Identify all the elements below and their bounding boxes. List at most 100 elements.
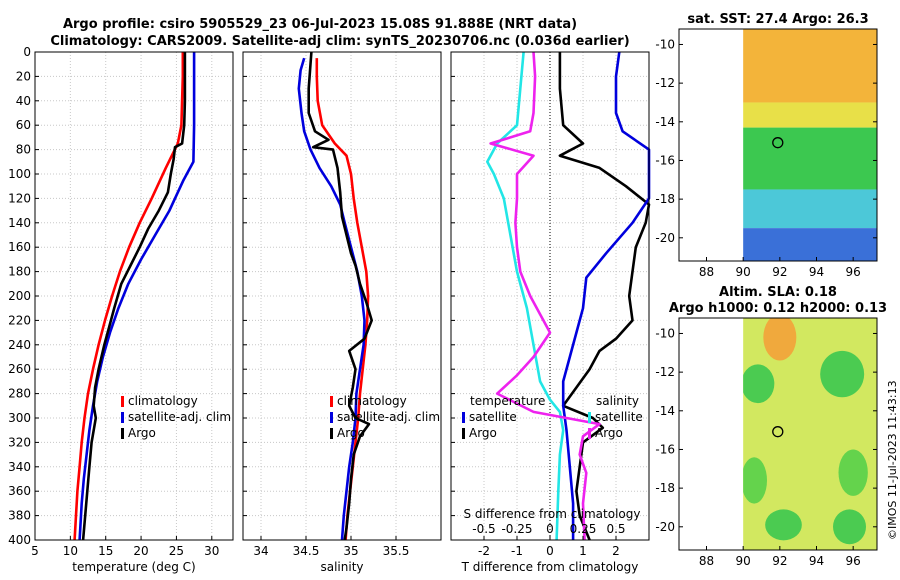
sla-field-blob — [763, 318, 797, 361]
temp-ytick-label: 260 — [8, 362, 31, 376]
sla-xtick-label: 94 — [809, 554, 824, 568]
sla-field-blob — [838, 449, 868, 496]
sal-xtick-label: 34.5 — [293, 544, 320, 558]
diff-legend-label: Argo — [469, 426, 497, 440]
sla-field — [743, 318, 877, 550]
sla-field-blob — [833, 509, 866, 545]
diff-xtick-label: -1 — [511, 544, 523, 558]
diff-legend-swatch — [588, 428, 591, 439]
sst-ytick-label: -20 — [655, 231, 675, 245]
sla-field-blob — [743, 457, 767, 504]
sal-xtick-label: 34 — [253, 544, 268, 558]
temp-legend-label: climatology — [128, 394, 198, 408]
temp-legend-label: satellite-adj. clim — [128, 410, 231, 424]
sla-ytick-label: -12 — [655, 365, 675, 379]
temp-xtick-label: 15 — [98, 544, 113, 558]
sla-field-blob — [743, 364, 775, 404]
sal-legend-swatch — [330, 428, 333, 439]
temp-ytick-label: 140 — [8, 216, 31, 230]
temp-ytick-label: 360 — [8, 484, 31, 498]
temp-legend-swatch — [121, 428, 124, 439]
sla-map-title: Altim. SLA: 0.18 — [719, 285, 837, 300]
diff-line-s-argo — [489, 51, 601, 541]
diff-xtick-label: 2 — [612, 544, 620, 558]
sla-ytick-label: -20 — [655, 520, 675, 534]
sal-legend-swatch — [330, 412, 333, 423]
sst-color-band — [743, 29, 877, 103]
diff-s-tick-label: 0 — [546, 522, 554, 536]
charts-group: 5 10 15 20 25 3002040608010012014016018020022… — [8, 12, 887, 574]
sla-map-subtitle: Argo h1000: 0.12 h2000: 0.13 — [669, 301, 887, 316]
temp-ytick-label: 340 — [8, 460, 31, 474]
temp-ytick-label: 60 — [16, 118, 31, 132]
sla-xtick-label: 96 — [846, 554, 861, 568]
temp-legend-label: Argo — [128, 426, 156, 440]
temp-panel: 5 10 15 20 25 3002040608010012014016018020022… — [8, 45, 234, 574]
temp-ytick-label: 320 — [8, 435, 31, 449]
sla-xtick-label: 92 — [772, 554, 787, 568]
temp-legend-swatch — [121, 412, 124, 423]
figure-title-line2: Climatology: CARS2009. Satellite-adj cli… — [50, 34, 629, 49]
diff-legend-label: Argo — [595, 426, 623, 440]
diff-xlabel: T difference from climatology — [461, 560, 639, 574]
diff-legend-swatch — [462, 412, 465, 423]
diff-xtick-label: 0 — [546, 544, 554, 558]
sla-ytick-label: -16 — [655, 442, 675, 456]
temp-ytick-label: 220 — [8, 313, 31, 327]
sal-legend-label: climatology — [337, 394, 407, 408]
sla-map-panel: 88 90 92 94 96 -10 -12 -14 -16 -18 -20 Altim. SLA: … — [655, 285, 887, 568]
sst-ytick-label: -14 — [655, 115, 675, 129]
temp-line-argo — [81, 52, 187, 541]
sst-map-frame — [678, 28, 878, 262]
sst-ytick-label: -12 — [655, 76, 675, 90]
diff-s-tick-label: 0.5 — [606, 522, 625, 536]
temp-line-climatology — [73, 52, 185, 541]
sst-ytick-label: -10 — [655, 37, 675, 51]
figure-title-line1: Argo profile: csiro 5905529_23 06-Jul-20… — [63, 17, 577, 32]
temp-xtick-label: 25 — [169, 544, 184, 558]
temp-ytick-label: 300 — [8, 411, 31, 425]
temp-xtick-label: 20 — [133, 544, 148, 558]
diff-legend-label: satellite — [469, 410, 517, 424]
sla-ytick-label: -10 — [655, 326, 675, 340]
sla-field-blob — [820, 350, 865, 398]
temp-ytick-label: 80 — [16, 143, 31, 157]
sla-map-frame — [678, 317, 878, 551]
sla-ytick-label: -18 — [655, 481, 675, 495]
temp-ytick-label: 40 — [16, 94, 31, 108]
sla-field-blob — [765, 509, 802, 541]
temp-ytick-label: 20 — [16, 69, 31, 83]
temp-line-satellite-adj-clim — [78, 52, 196, 541]
temp-ytick-label: 160 — [8, 240, 31, 254]
diff-s-tick-label: 0.25 — [570, 522, 597, 536]
sst-xtick-label: 88 — [699, 265, 714, 279]
sst-color-band — [743, 102, 877, 128]
sst-xtick-label: 90 — [736, 265, 751, 279]
diff-xtick-label: -2 — [478, 544, 490, 558]
temp-xlabel: temperature (deg C) — [72, 560, 195, 574]
sst-xtick-label: 92 — [772, 265, 787, 279]
temp-ytick-label: 200 — [8, 289, 31, 303]
temp-ytick-label: 0 — [23, 45, 31, 59]
sst-ytick-label: -16 — [655, 153, 675, 167]
diff-legend-swatch — [588, 412, 591, 423]
temp-xtick-label: 10 — [63, 544, 78, 558]
sst-xtick-label: 94 — [809, 265, 824, 279]
diff-legend-label: satellite — [595, 410, 643, 424]
copyright-timestamp: ©IMOS 11-Jul-2023 11:43:13 — [886, 380, 899, 540]
temp-ytick-label: 180 — [8, 265, 31, 279]
sla-ytick-label: -14 — [655, 404, 675, 418]
diff-s-tick-label: -0.25 — [501, 522, 532, 536]
temp-ytick-label: 120 — [8, 191, 31, 205]
sst-argo-marker — [772, 137, 784, 149]
sst-field — [743, 29, 877, 261]
sst-xtick-label: 96 — [846, 265, 861, 279]
diff-s-xlabel: S difference from climatology — [464, 507, 641, 521]
sla-xtick-label: 90 — [736, 554, 751, 568]
diff-panel: -2 -1 0 1 2 T difference from climatology S di… — [450, 51, 651, 574]
temp-ytick-label: 400 — [8, 533, 31, 547]
sal-legend-label: Argo — [337, 426, 365, 440]
sst-color-band — [743, 189, 877, 229]
sst-color-band — [743, 127, 877, 190]
